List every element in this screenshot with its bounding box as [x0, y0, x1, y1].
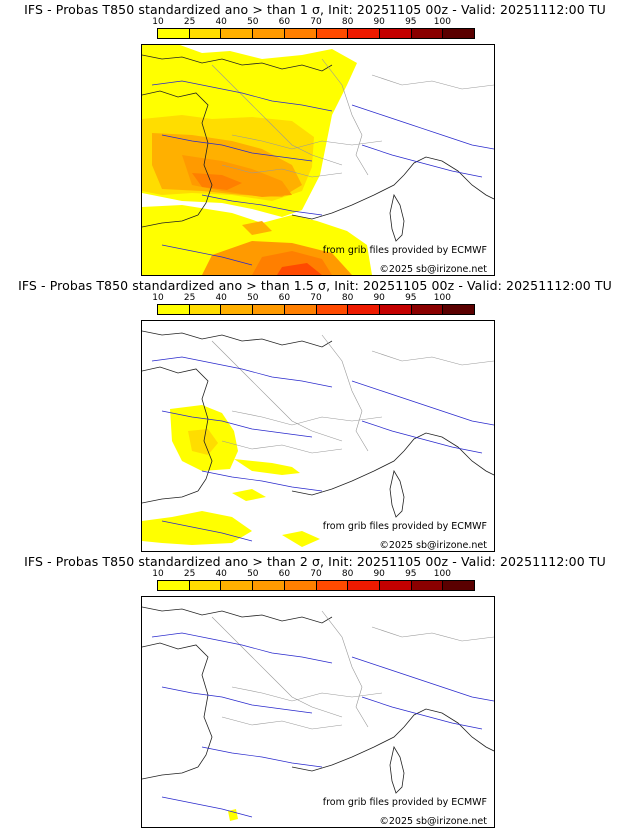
- borders: [211, 610, 494, 730]
- colorbar-swatch: [158, 581, 190, 590]
- colorbar-tick-label: 90: [373, 569, 385, 579]
- colorbar-swatch: [189, 581, 222, 590]
- colorbar-swatch: [411, 305, 444, 314]
- colorbar-swatch: [348, 29, 380, 38]
- colorbar-tick-label: 60: [278, 569, 291, 579]
- borders: [211, 334, 494, 454]
- colorbar-tick-label: 100: [433, 569, 451, 579]
- colorbar-tick-label: 95: [405, 293, 417, 303]
- probability-map: from grib files provided by ECMWF ©2025 …: [141, 44, 495, 276]
- colorbar-swatch: [443, 305, 475, 314]
- colorbar-tick-label: 40: [215, 293, 227, 303]
- colorbar-tick-label: 80: [341, 293, 354, 303]
- colorbar-swatch: [158, 29, 190, 38]
- colorbar-swatch: [379, 305, 412, 314]
- colorbar-tick-label: 90: [373, 293, 385, 303]
- panel-title: IFS - Probas T850 standardized ano > tha…: [18, 278, 612, 293]
- probability-fill: [142, 45, 372, 275]
- borders: [211, 58, 494, 178]
- colorbar-swatch: [221, 305, 254, 314]
- colorbar-swatch: [158, 305, 190, 314]
- colorbar-tick-label: 70: [310, 569, 322, 579]
- colorbar-swatch: [253, 29, 285, 38]
- colorbar-boxes: [157, 28, 475, 39]
- colorbar-tick-label: 10: [152, 293, 164, 303]
- colorbar-ticks: 10 25 40 50 60 70 80 90 95 100: [152, 17, 475, 27]
- colorbar-tick-label: 100: [433, 17, 451, 27]
- colorbar-tick-label: 50: [247, 293, 259, 303]
- colorbar: 10 25 40 50 60 70 80 90 95 100: [152, 569, 475, 591]
- colorbar-tick-label: 40: [215, 17, 227, 27]
- colorbar: 10 25 40 50 60 70 80 90 95 100: [152, 17, 475, 39]
- map-credit-source: from grib files provided by ECMWF: [323, 521, 487, 532]
- colorbar-swatch: [348, 581, 380, 590]
- colorbar-swatch: [316, 29, 349, 38]
- colorbar-swatch: [221, 29, 254, 38]
- probability-map: from grib files provided by ECMWF ©2025 …: [141, 596, 495, 828]
- colorbar-swatch: [411, 29, 444, 38]
- colorbar-tick-label: 70: [310, 17, 322, 27]
- colorbar-swatch: [253, 305, 285, 314]
- colorbar-swatch: [411, 581, 444, 590]
- colorbar-swatch: [189, 305, 222, 314]
- colorbar-ticks: 10 25 40 50 60 70 80 90 95 100: [152, 569, 475, 579]
- rivers: [151, 356, 494, 542]
- probability-fill: [228, 809, 238, 821]
- colorbar-swatch: [379, 581, 412, 590]
- map-credit-copyright: ©2025 sb@irizone.net: [379, 540, 487, 551]
- colorbar-swatch: [189, 29, 222, 38]
- colorbar-tick-label: 50: [247, 569, 259, 579]
- colorbar-tick-label: 40: [215, 569, 227, 579]
- colorbar-tick-label: 70: [310, 293, 322, 303]
- colorbar-swatch: [316, 305, 349, 314]
- probability-fill: [142, 405, 320, 547]
- coastlines: [142, 330, 494, 518]
- panel-1: IFS - Probas T850 standardized ano > tha…: [0, 0, 630, 276]
- colorbar-tick-label: 80: [341, 17, 354, 27]
- panel-3: IFS - Probas T850 standardized ano > tha…: [0, 552, 630, 828]
- colorbar-swatch: [316, 581, 349, 590]
- colorbar-tick-label: 25: [183, 569, 196, 579]
- colorbar-tick-label: 50: [247, 17, 259, 27]
- colorbar-swatch: [221, 581, 254, 590]
- colorbar-swatch: [443, 29, 475, 38]
- probability-map: from grib files provided by ECMWF ©2025 …: [141, 320, 495, 552]
- panel-2: IFS - Probas T850 standardized ano > tha…: [0, 276, 630, 552]
- colorbar-tick-label: 10: [152, 17, 164, 27]
- colorbar-swatch: [348, 305, 380, 314]
- coastlines: [142, 54, 494, 242]
- colorbar-boxes: [157, 304, 475, 315]
- colorbar-tick-label: 25: [183, 17, 196, 27]
- colorbar-tick-label: 100: [433, 293, 451, 303]
- panel-title: IFS - Probas T850 standardized ano > tha…: [24, 554, 606, 569]
- colorbar-swatch: [284, 581, 317, 590]
- colorbar-tick-label: 90: [373, 17, 385, 27]
- colorbar-tick-label: 80: [341, 569, 354, 579]
- panel-title: IFS - Probas T850 standardized ano > tha…: [24, 2, 606, 17]
- colorbar-tick-label: 25: [183, 293, 196, 303]
- map-credit-copyright: ©2025 sb@irizone.net: [379, 816, 487, 827]
- rivers: [151, 80, 494, 266]
- colorbar-tick-label: 95: [405, 17, 417, 27]
- map-credit-source: from grib files provided by ECMWF: [323, 797, 487, 808]
- map-credit-copyright: ©2025 sb@irizone.net: [379, 264, 487, 275]
- colorbar-swatch: [379, 29, 412, 38]
- map-credit-source: from grib files provided by ECMWF: [323, 245, 487, 256]
- colorbar-tick-label: 60: [278, 17, 291, 27]
- colorbar-swatch: [443, 581, 475, 590]
- colorbar-swatch: [253, 581, 285, 590]
- colorbar-swatch: [284, 305, 317, 314]
- colorbar: 10 25 40 50 60 70 80 90 95 100: [152, 293, 475, 315]
- colorbar-swatch: [284, 29, 317, 38]
- coastlines: [142, 606, 494, 794]
- rivers: [151, 632, 494, 818]
- colorbar-tick-label: 60: [278, 293, 291, 303]
- colorbar-tick-label: 10: [152, 569, 164, 579]
- colorbar-ticks: 10 25 40 50 60 70 80 90 95 100: [152, 293, 475, 303]
- colorbar-boxes: [157, 580, 475, 591]
- colorbar-tick-label: 95: [405, 569, 417, 579]
